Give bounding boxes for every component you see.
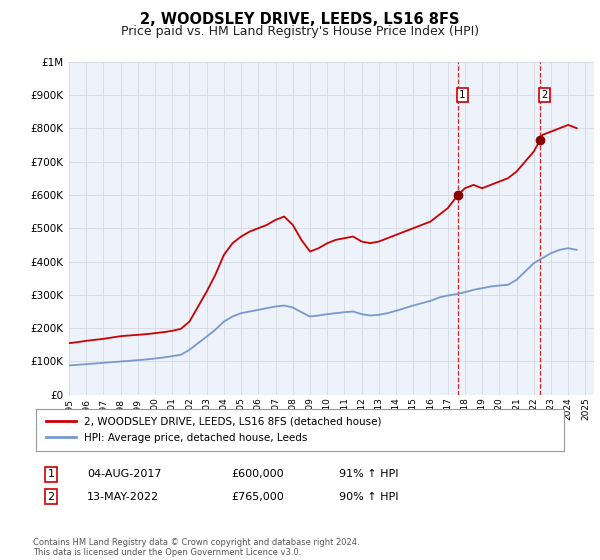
Text: 1: 1	[47, 469, 55, 479]
Text: Contains HM Land Registry data © Crown copyright and database right 2024.
This d: Contains HM Land Registry data © Crown c…	[33, 538, 359, 557]
Text: 90% ↑ HPI: 90% ↑ HPI	[339, 492, 398, 502]
Text: 91% ↑ HPI: 91% ↑ HPI	[339, 469, 398, 479]
Text: 2: 2	[47, 492, 55, 502]
Text: 13-MAY-2022: 13-MAY-2022	[87, 492, 159, 502]
Text: £765,000: £765,000	[231, 492, 284, 502]
Legend: 2, WOODSLEY DRIVE, LEEDS, LS16 8FS (detached house), HPI: Average price, detache: 2, WOODSLEY DRIVE, LEEDS, LS16 8FS (deta…	[41, 412, 386, 448]
Text: 1: 1	[459, 90, 466, 100]
Text: 2, WOODSLEY DRIVE, LEEDS, LS16 8FS: 2, WOODSLEY DRIVE, LEEDS, LS16 8FS	[140, 12, 460, 27]
Text: £600,000: £600,000	[231, 469, 284, 479]
Text: Price paid vs. HM Land Registry's House Price Index (HPI): Price paid vs. HM Land Registry's House …	[121, 25, 479, 38]
Text: 2: 2	[541, 90, 548, 100]
Text: 04-AUG-2017: 04-AUG-2017	[87, 469, 161, 479]
